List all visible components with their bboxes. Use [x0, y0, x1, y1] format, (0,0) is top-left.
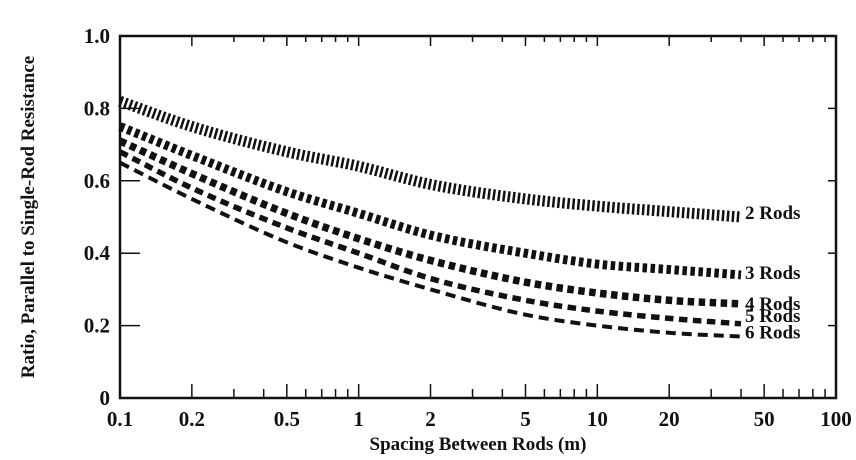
plot-frame	[118, 34, 838, 400]
x-tick-label: 2	[425, 407, 436, 431]
series-label-3-rods: 3 Rods	[745, 263, 800, 284]
series-label-6-rods: 6 Rods	[745, 322, 800, 343]
y-tick-label: 1.0	[84, 24, 110, 48]
series-label-4-rods: 4 Rods	[745, 294, 800, 315]
x-tick-label: 20	[659, 407, 680, 431]
y-tick-label: 0.4	[84, 241, 111, 265]
curve-4-rods	[118, 137, 742, 308]
curve-6-rods	[119, 160, 742, 339]
x-tick-label: 0.2	[179, 407, 205, 431]
curve-2-rods	[118, 96, 742, 223]
y-tick-label: 0.8	[84, 96, 110, 120]
y-axis-title: Ratio, Parallel to Single-Rod Resistance	[18, 56, 39, 378]
x-tick-label: 5	[520, 407, 531, 431]
x-tick-label: 50	[754, 407, 775, 431]
tick-marks	[119, 35, 837, 399]
curve-5-rods	[118, 149, 742, 327]
x-axis-title: Spacing Between Rods (m)	[370, 434, 587, 455]
y-tick-label: 0.2	[84, 314, 110, 338]
x-tick-label: 100	[820, 407, 852, 431]
y-tick-label: 0.6	[84, 169, 110, 193]
x-tick-labels: 0.1 0.2 0.5 1 2 5 10 20 50 100	[107, 407, 852, 431]
y-tick-label: 0	[100, 386, 111, 410]
x-tick-label: 1	[353, 407, 364, 431]
series-label-5-rods: 5 Rods	[745, 306, 800, 327]
curve-3-rods	[118, 122, 742, 280]
series-curves	[118, 96, 742, 339]
series-label-2-rods: 2 Rods	[745, 203, 800, 224]
x-tick-label: 10	[587, 407, 608, 431]
x-tick-label: 0.5	[274, 407, 300, 431]
x-tick-label: 0.1	[107, 407, 133, 431]
y-tick-labels: 0 0.2 0.4 0.6 0.8 1.0	[84, 24, 111, 410]
